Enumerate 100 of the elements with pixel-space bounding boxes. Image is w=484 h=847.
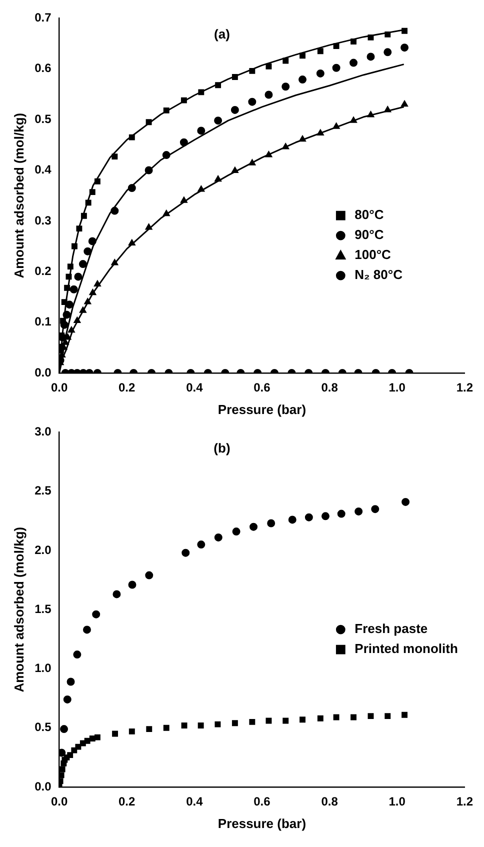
- point: [80, 212, 87, 219]
- point: [85, 200, 92, 206]
- y-tick-label: 0.1: [34, 314, 52, 329]
- point: [181, 722, 188, 728]
- point: [128, 134, 135, 140]
- point: [232, 720, 238, 726]
- point: [384, 48, 392, 56]
- point: [384, 713, 391, 720]
- point: [214, 116, 222, 125]
- y-tick-label: 0.5: [34, 720, 52, 734]
- point: [180, 97, 187, 104]
- point: [248, 98, 256, 106]
- x-axis-title: Pressure (bar): [218, 816, 306, 831]
- y-tick-label: 3.0: [34, 424, 52, 439]
- point: [66, 274, 72, 280]
- point: [88, 237, 96, 246]
- point: [384, 31, 391, 38]
- point: [298, 135, 306, 142]
- legend-label: 90°C: [354, 227, 384, 242]
- point: [332, 122, 340, 129]
- point: [74, 272, 82, 281]
- point: [111, 259, 118, 266]
- point: [215, 82, 222, 88]
- point: [163, 724, 170, 731]
- x-tick-label: 0.2: [118, 380, 136, 395]
- point: [282, 142, 290, 150]
- point: [264, 90, 273, 99]
- point: [288, 516, 296, 524]
- point: [79, 306, 86, 313]
- point: [321, 512, 330, 520]
- x-tick-label: 0.0: [50, 380, 68, 395]
- point: [162, 210, 170, 216]
- point: [112, 590, 121, 598]
- point: [162, 151, 170, 160]
- x-tick-label: 0.4: [186, 380, 204, 395]
- point: [92, 610, 100, 618]
- point: [300, 716, 306, 723]
- point: [72, 243, 78, 250]
- x-axis-title: Pressure (bar): [218, 402, 306, 417]
- point: [249, 68, 256, 74]
- point: [84, 247, 92, 256]
- y-tick-label: 1.0: [34, 661, 52, 676]
- point: [89, 189, 96, 196]
- point: [248, 159, 256, 166]
- legend-label: 80°C: [354, 207, 384, 222]
- point: [332, 64, 340, 72]
- point: [146, 726, 152, 732]
- point: [198, 89, 204, 96]
- point: [402, 498, 410, 506]
- point: [400, 44, 409, 52]
- point: [128, 580, 136, 589]
- legend-label: Fresh paste: [354, 621, 428, 636]
- y-tick-label: 2.0: [34, 542, 52, 557]
- y-tick-label: 0.3: [34, 213, 52, 228]
- point: [333, 714, 340, 720]
- y-axis-title: Amount adsorbed (mol/kg): [11, 112, 26, 278]
- y-tick-label: 1.5: [34, 602, 52, 616]
- point: [59, 772, 64, 778]
- x-tick-label: 1.2: [456, 380, 474, 395]
- point: [371, 505, 380, 514]
- y-tick-label: 0.0: [34, 779, 52, 794]
- y-tick-label: 0.5: [34, 112, 52, 126]
- point: [231, 166, 238, 174]
- point: [74, 316, 81, 324]
- x-tick-label: 1.0: [388, 380, 406, 395]
- point: [368, 34, 374, 40]
- point: [198, 186, 205, 192]
- y-tick-label: 0.0: [34, 365, 52, 380]
- legend-label: Printed monolith: [354, 641, 458, 656]
- point: [317, 715, 324, 722]
- point: [180, 138, 188, 146]
- text: (a): [214, 26, 230, 42]
- point: [182, 548, 190, 557]
- point: [84, 298, 92, 304]
- point: [144, 166, 153, 174]
- point: [350, 38, 356, 44]
- point: [67, 752, 74, 758]
- point: [265, 151, 272, 158]
- x-tick-label: 0.6: [254, 380, 271, 395]
- point: [384, 106, 392, 112]
- point: [368, 713, 374, 720]
- y-axis-title: Amount adsorbed (mol/kg): [11, 526, 26, 692]
- y-tick-label: 0.6: [34, 61, 52, 76]
- point: [266, 63, 272, 70]
- point: [249, 718, 256, 725]
- point: [84, 738, 90, 744]
- point: [400, 100, 408, 107]
- point: [282, 718, 289, 724]
- point: [366, 52, 375, 61]
- point: [337, 510, 346, 518]
- point: [112, 730, 118, 737]
- point: [316, 69, 324, 78]
- point: [214, 175, 222, 182]
- point: [128, 184, 136, 192]
- x-tick-label: 0.2: [118, 794, 136, 809]
- point: [110, 206, 119, 215]
- legend-label: N₂ 80°C: [354, 267, 404, 282]
- y-tick-label: 0.7: [34, 10, 52, 25]
- x-tick-label: 0.4: [186, 794, 204, 809]
- point: [198, 722, 204, 728]
